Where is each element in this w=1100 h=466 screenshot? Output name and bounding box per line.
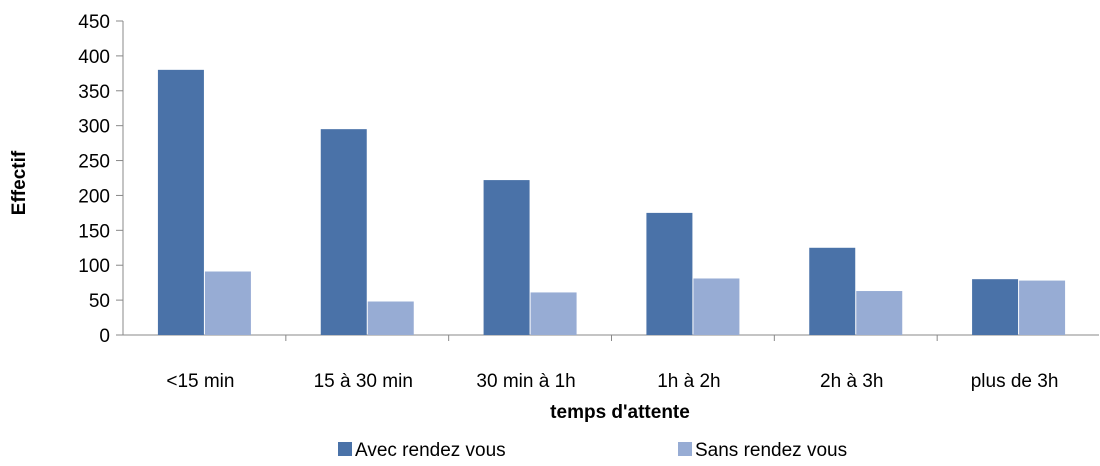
- y-axis-ticks: 0 50 100 150 200 250 300 350 400 450: [78, 12, 123, 347]
- y-tick-label: 100: [78, 256, 110, 277]
- bar-sans-1: [367, 301, 414, 335]
- x-axis-title: temps d'attente: [550, 402, 690, 423]
- bar-avec-1: [320, 129, 367, 335]
- bar-avec-5: [972, 279, 1019, 335]
- y-tick-label: 50: [89, 291, 110, 312]
- x-tick-label: 1h à 2h: [657, 371, 720, 392]
- bars: [157, 69, 1066, 335]
- bar-avec-2: [483, 180, 530, 335]
- bar-avec-4: [809, 247, 856, 335]
- y-axis-title: Effectif: [9, 150, 30, 215]
- bar-sans-3: [693, 278, 740, 335]
- y-tick-label: 150: [78, 221, 110, 242]
- legend-swatch-avec: [338, 442, 352, 456]
- bar-sans-4: [856, 291, 903, 335]
- bar-avec-0: [157, 69, 204, 335]
- bar-avec-3: [646, 212, 693, 335]
- x-tick-label: <15 min: [166, 371, 234, 392]
- y-tick-label: 350: [78, 82, 110, 103]
- y-tick-label: 250: [78, 152, 110, 173]
- y-tick-label: 400: [78, 47, 110, 68]
- x-axis-ticks: <15 min 15 à 30 min 30 min à 1h 1h à 2h 2h à…: [166, 335, 1058, 392]
- x-tick-label: 15 à 30 min: [314, 371, 413, 392]
- x-tick-label: plus de 3h: [971, 371, 1059, 392]
- bar-sans-2: [530, 292, 577, 335]
- legend-label-sans: Sans rendez vous: [695, 440, 847, 461]
- y-tick-label: 200: [78, 186, 110, 207]
- y-tick-label: 0: [99, 326, 110, 347]
- x-tick-label: 30 min à 1h: [476, 371, 575, 392]
- legend: Avec rendez vous Sans rendez vous: [338, 440, 847, 461]
- legend-swatch-sans: [678, 442, 692, 456]
- legend-label-avec: Avec rendez vous: [355, 440, 506, 461]
- y-tick-label: 450: [78, 12, 110, 33]
- y-tick-label: 300: [78, 117, 110, 138]
- bar-sans-5: [1019, 280, 1066, 335]
- bar-sans-0: [204, 271, 251, 335]
- x-tick-label: 2h à 3h: [820, 371, 883, 392]
